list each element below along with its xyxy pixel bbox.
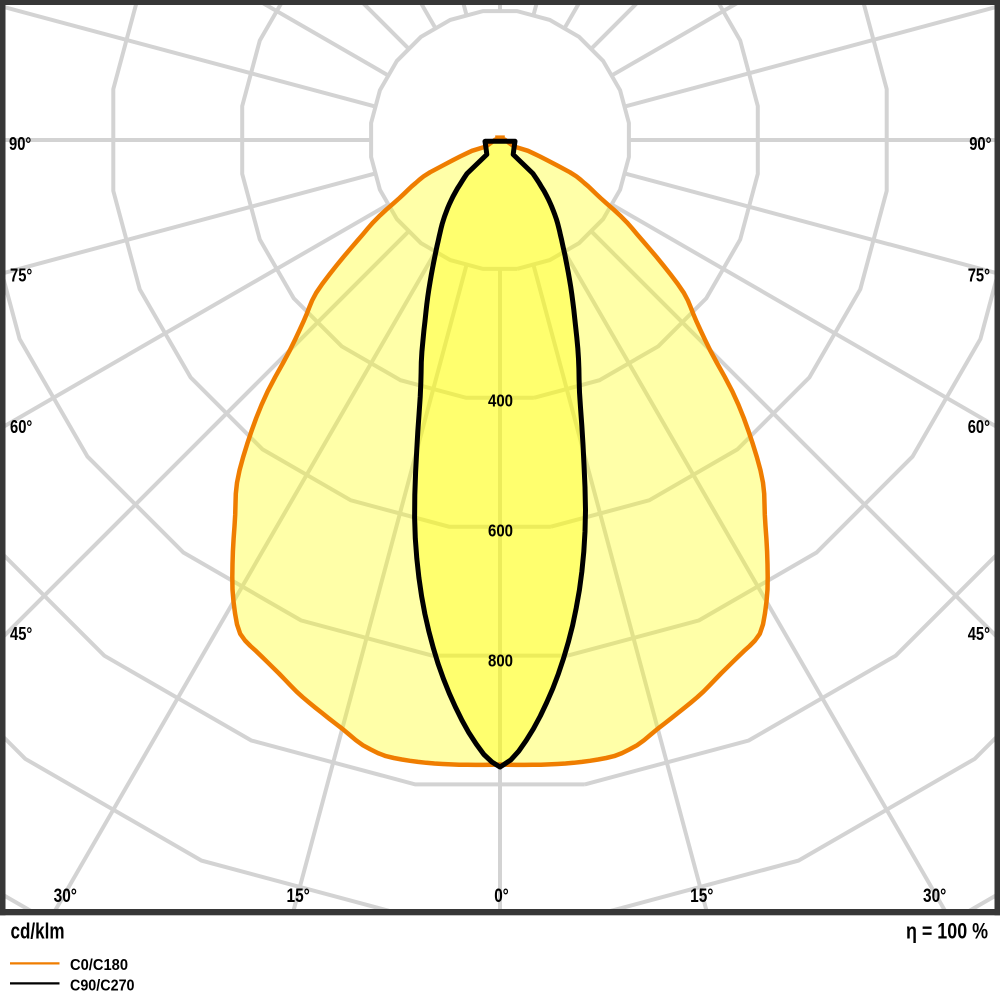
svg-text:30°: 30° bbox=[923, 886, 946, 907]
svg-text:45°: 45° bbox=[968, 623, 990, 644]
svg-text:C0/C180: C0/C180 bbox=[70, 957, 128, 974]
svg-text:cd/klm: cd/klm bbox=[11, 919, 65, 944]
svg-text:75°: 75° bbox=[968, 265, 990, 286]
svg-text:800: 800 bbox=[488, 651, 513, 671]
svg-text:90°: 90° bbox=[9, 133, 31, 154]
svg-text:400: 400 bbox=[488, 391, 513, 411]
svg-text:90°: 90° bbox=[969, 133, 991, 154]
svg-text:C90/C270: C90/C270 bbox=[70, 977, 135, 994]
svg-text:75°: 75° bbox=[10, 265, 32, 286]
svg-text:600: 600 bbox=[488, 521, 513, 541]
svg-text:45°: 45° bbox=[10, 623, 32, 644]
svg-text:60°: 60° bbox=[10, 416, 32, 437]
svg-text:15°: 15° bbox=[287, 886, 310, 907]
svg-text:30°: 30° bbox=[54, 886, 77, 907]
svg-text:60°: 60° bbox=[968, 416, 990, 437]
svg-text:15°: 15° bbox=[690, 886, 713, 907]
svg-text:η = 100 %: η = 100 % bbox=[906, 919, 988, 944]
svg-text:0°: 0° bbox=[494, 886, 509, 907]
